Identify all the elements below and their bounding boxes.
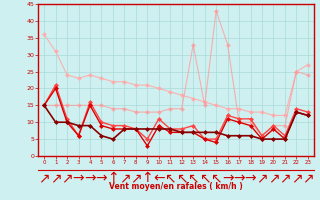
X-axis label: Vent moyen/en rafales ( km/h ): Vent moyen/en rafales ( km/h ): [109, 182, 243, 191]
